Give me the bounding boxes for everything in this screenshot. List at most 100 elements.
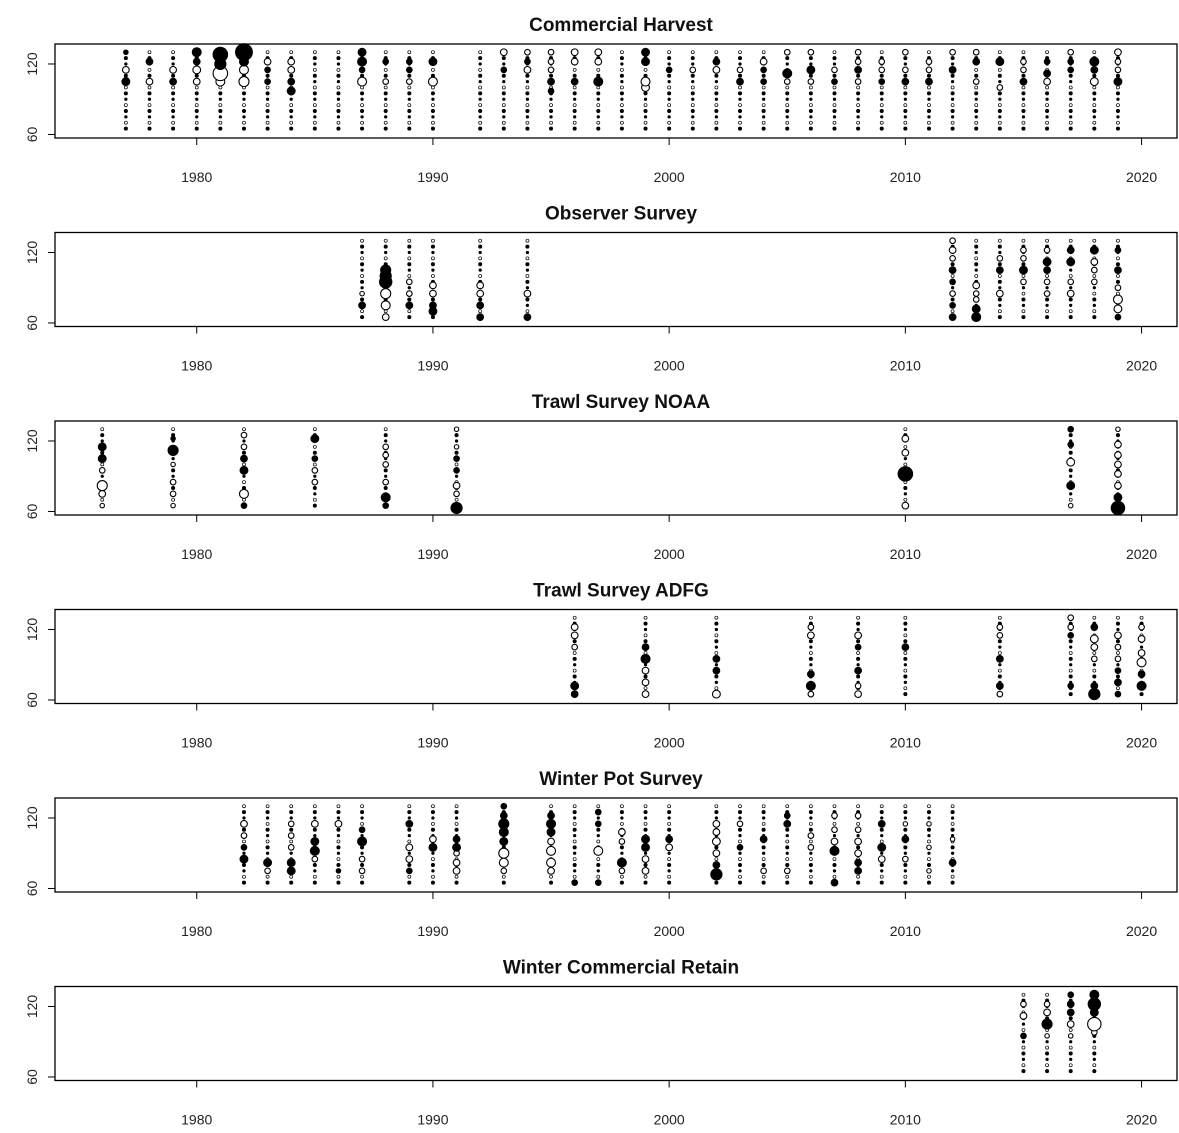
residual-bubble	[453, 444, 460, 450]
residual-point	[407, 309, 412, 314]
residual-point	[478, 262, 483, 267]
residual-bubble	[783, 819, 792, 828]
residual-point	[525, 262, 530, 267]
residual-point	[903, 492, 907, 496]
residual-point	[360, 268, 364, 272]
residual-bubble	[334, 819, 343, 828]
residual-point	[620, 85, 624, 90]
residual-point	[407, 851, 411, 855]
residual-point	[974, 97, 978, 101]
residual-bubble	[807, 623, 815, 631]
residual-point	[1045, 108, 1050, 114]
residual-point	[714, 50, 719, 55]
residual-point	[573, 833, 577, 838]
residual-point	[549, 103, 553, 107]
residual-bubble	[878, 58, 886, 65]
residual-point	[950, 97, 955, 101]
residual-point	[124, 115, 128, 119]
residual-point	[1045, 126, 1050, 131]
residual-point	[596, 869, 600, 873]
residual-bubble	[287, 57, 296, 66]
residual-bubble	[570, 623, 579, 632]
residual-bubble	[240, 832, 248, 839]
residual-bubble	[854, 666, 863, 675]
residual-point	[147, 50, 152, 55]
panel-title: Winter Commercial Retain	[503, 958, 739, 979]
residual-bubble	[971, 312, 982, 323]
residual-bubble	[1067, 425, 1075, 433]
residual-point	[454, 880, 459, 885]
residual-point	[667, 821, 672, 826]
residual-point	[879, 103, 884, 107]
residual-bubble	[547, 87, 555, 95]
residual-point	[360, 244, 365, 249]
residual-bubble	[949, 302, 956, 309]
residual-point	[572, 120, 577, 125]
residual-point	[1069, 492, 1073, 496]
residual-bubble	[1020, 66, 1027, 74]
residual-point	[430, 91, 435, 96]
residual-point	[407, 256, 412, 261]
residual-bubble	[264, 66, 271, 74]
residual-point	[572, 810, 577, 815]
residual-bubble	[358, 855, 366, 863]
residual-point	[997, 651, 1002, 655]
residual-point	[1068, 1045, 1073, 1050]
residual-point	[880, 851, 884, 855]
residual-bubble	[380, 288, 392, 300]
residual-point	[856, 821, 860, 826]
residual-point	[312, 444, 317, 449]
residual-point	[1092, 103, 1097, 107]
residual-point	[336, 851, 341, 855]
residual-point	[879, 874, 884, 879]
residual-point	[856, 833, 860, 838]
residual-point	[856, 85, 860, 90]
residual-point	[714, 126, 719, 131]
residual-point	[690, 108, 695, 114]
residual-bubble	[405, 78, 413, 85]
residual-point	[738, 103, 742, 107]
residual-point	[1021, 1028, 1026, 1032]
residual-bubble	[854, 812, 862, 819]
residual-point	[762, 115, 766, 119]
residual-point	[100, 450, 105, 455]
residual-bubble	[1087, 997, 1102, 1011]
residual-point	[525, 244, 530, 249]
residual-point	[478, 256, 483, 261]
residual-bubble	[1115, 426, 1121, 433]
residual-point	[1139, 692, 1144, 697]
residual-point	[1021, 274, 1026, 278]
residual-point	[336, 97, 341, 101]
residual-point	[690, 56, 695, 61]
residual-bubble	[335, 868, 342, 874]
residual-point	[1068, 639, 1073, 644]
residual-point	[950, 62, 955, 66]
residual-point	[124, 97, 128, 101]
residual-point	[312, 827, 317, 832]
residual-point	[691, 62, 695, 66]
residual-bubble	[1066, 257, 1076, 267]
residual-point	[313, 79, 317, 84]
residual-point	[1021, 120, 1026, 125]
residual-point	[1068, 656, 1073, 661]
residual-bubble	[571, 879, 579, 886]
panel-title: Commercial Harvest	[529, 15, 713, 36]
residual-point	[383, 103, 388, 107]
residual-point	[384, 97, 388, 101]
residual-point	[454, 474, 459, 478]
residual-point	[667, 56, 672, 61]
residual-point	[809, 85, 813, 90]
residual-point	[336, 816, 341, 820]
residual-bubble	[854, 849, 863, 858]
residual-point	[1045, 103, 1049, 107]
residual-point	[903, 816, 907, 820]
residual-point	[312, 427, 317, 432]
residual-bubble	[1089, 56, 1100, 67]
residual-point	[312, 103, 317, 107]
residual-point	[974, 238, 979, 243]
residual-point	[1045, 1057, 1049, 1061]
residual-point	[879, 73, 884, 78]
residual-bubble	[1114, 481, 1122, 490]
residual-bubble	[570, 77, 579, 86]
residual-point	[407, 108, 412, 114]
